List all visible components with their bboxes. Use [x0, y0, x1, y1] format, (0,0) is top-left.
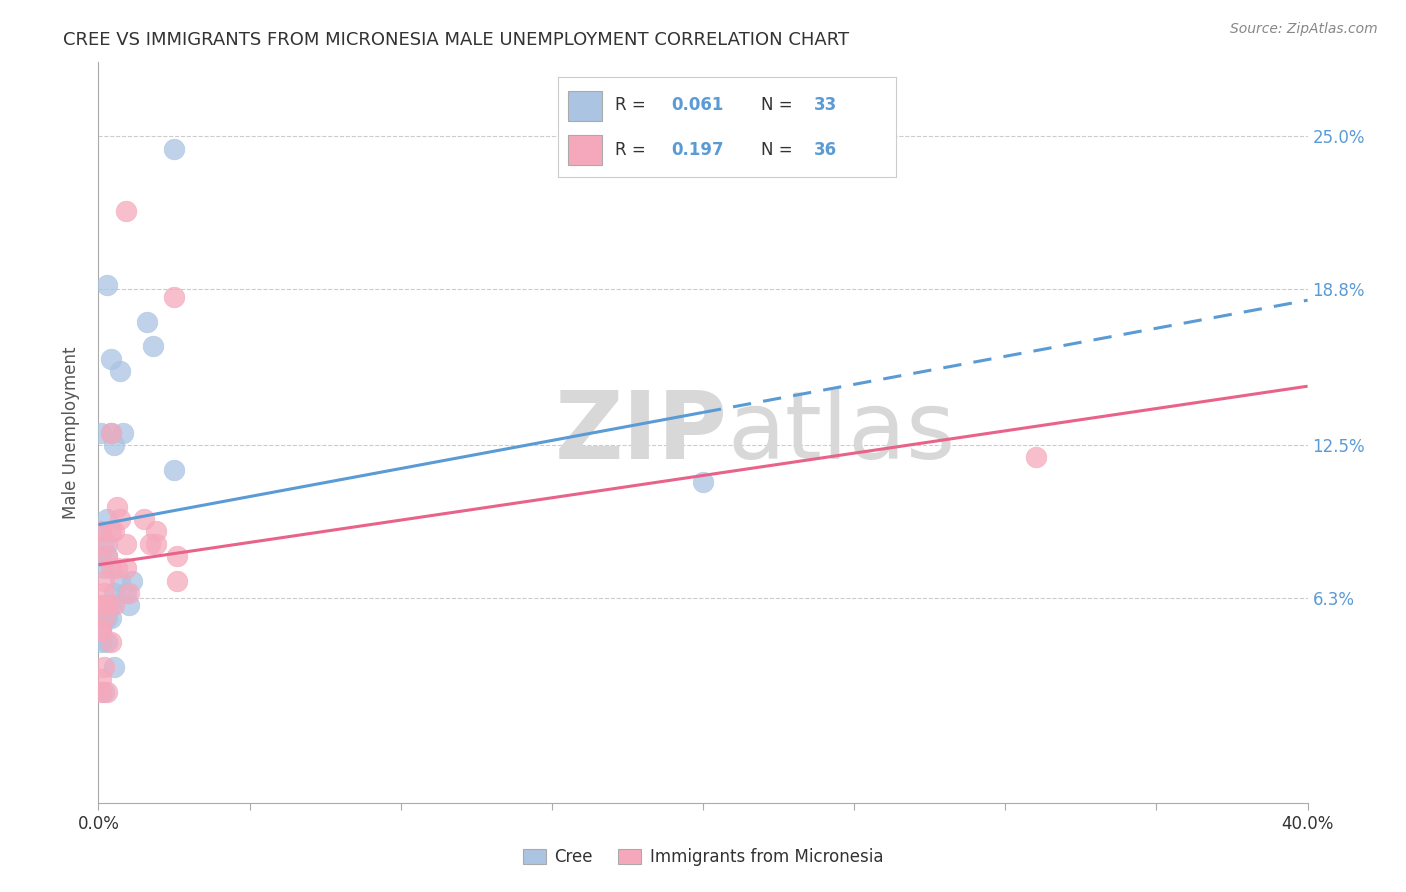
Point — [96, 685, 118, 699]
Point — [166, 549, 188, 563]
Point — [96, 635, 118, 649]
Point — [103, 660, 125, 674]
Point — [96, 512, 118, 526]
Point — [100, 524, 122, 539]
Point — [90, 524, 112, 539]
Point — [114, 561, 136, 575]
Point — [692, 475, 714, 489]
Point — [166, 574, 188, 588]
Point — [96, 536, 118, 550]
Text: CREE VS IMMIGRANTS FROM MICRONESIA MALE UNEMPLOYMENT CORRELATION CHART: CREE VS IMMIGRANTS FROM MICRONESIA MALE … — [63, 31, 849, 49]
Point — [96, 611, 118, 625]
Point — [114, 536, 136, 550]
Point — [103, 586, 125, 600]
Point — [100, 425, 122, 440]
Point — [90, 685, 112, 699]
Point — [93, 561, 115, 575]
Point — [90, 623, 112, 637]
Point — [96, 599, 118, 613]
Point — [93, 574, 115, 588]
Point — [100, 351, 122, 366]
Y-axis label: Male Unemployment: Male Unemployment — [62, 346, 80, 519]
Point — [118, 599, 141, 613]
Point — [96, 277, 118, 292]
Point — [145, 524, 167, 539]
Point — [90, 524, 112, 539]
Point — [1024, 450, 1046, 465]
Point — [132, 512, 155, 526]
Point — [163, 290, 186, 304]
Point — [90, 425, 112, 440]
Point — [93, 685, 115, 699]
Point — [96, 549, 118, 563]
Point — [90, 623, 112, 637]
Point — [103, 599, 125, 613]
Legend: Cree, Immigrants from Micronesia: Cree, Immigrants from Micronesia — [515, 840, 891, 875]
Point — [93, 599, 115, 613]
Point — [100, 425, 122, 440]
Point — [90, 611, 112, 625]
Point — [90, 623, 112, 637]
Point — [103, 524, 125, 539]
Point — [90, 673, 112, 687]
Point — [108, 512, 131, 526]
Point — [111, 425, 134, 440]
Point — [90, 599, 112, 613]
Point — [142, 339, 165, 353]
Point — [100, 561, 122, 575]
Text: ZIP: ZIP — [554, 386, 727, 479]
Point — [100, 599, 122, 613]
Point — [121, 574, 143, 588]
Point — [118, 586, 141, 600]
Point — [135, 315, 157, 329]
Point — [100, 635, 122, 649]
Point — [114, 586, 136, 600]
Point — [93, 586, 115, 600]
Point — [163, 142, 186, 156]
Point — [139, 536, 162, 550]
Point — [96, 549, 118, 563]
Point — [145, 536, 167, 550]
Point — [103, 438, 125, 452]
Point — [100, 611, 122, 625]
Point — [93, 611, 115, 625]
Point — [114, 203, 136, 218]
Point — [93, 536, 115, 550]
Point — [90, 635, 112, 649]
Point — [108, 574, 131, 588]
Point — [90, 549, 112, 563]
Text: atlas: atlas — [727, 386, 956, 479]
Point — [108, 364, 131, 378]
Point — [105, 561, 128, 575]
Point — [96, 599, 118, 613]
Text: Source: ZipAtlas.com: Source: ZipAtlas.com — [1230, 22, 1378, 37]
Point — [105, 500, 128, 514]
Point — [163, 462, 186, 476]
Point — [93, 660, 115, 674]
